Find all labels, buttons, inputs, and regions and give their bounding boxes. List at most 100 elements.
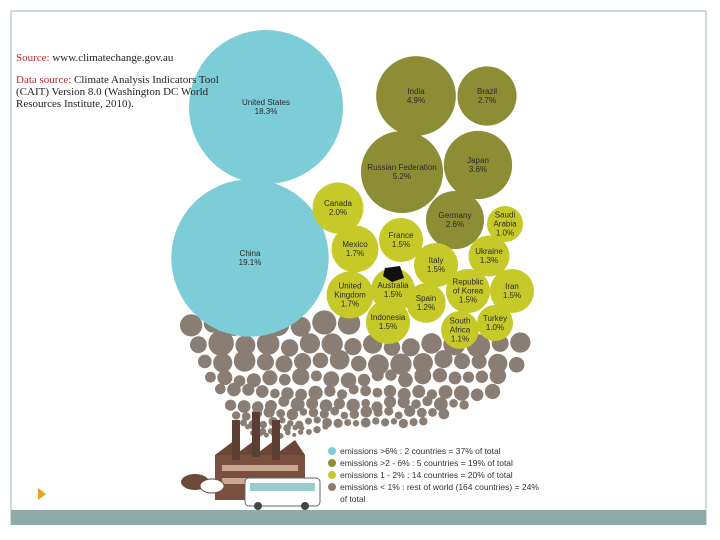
small-bubble xyxy=(306,397,319,410)
legend-entry: emissions >2 - 6% : 5 countries = 19% of… xyxy=(328,457,543,469)
bubble xyxy=(413,242,459,288)
small-bubble xyxy=(270,388,280,399)
small-bubble xyxy=(290,397,305,412)
bubble-label: Republic of Korea 1.5% xyxy=(448,278,488,305)
small-bubble xyxy=(319,409,329,419)
bubble-label: Brazil 2.7% xyxy=(462,87,512,105)
small-bubble xyxy=(205,371,216,383)
country-name: Spain xyxy=(415,294,437,303)
legend-swatch xyxy=(328,483,336,491)
small-bubble xyxy=(297,429,304,435)
small-bubble xyxy=(312,310,337,335)
bubble xyxy=(425,190,485,250)
small-bubble xyxy=(508,356,525,373)
small-bubble xyxy=(433,397,448,411)
small-bubble xyxy=(213,353,233,373)
small-bubble xyxy=(371,369,384,382)
bubble xyxy=(489,268,535,314)
small-bubble xyxy=(344,418,352,427)
value-label: 1.0% xyxy=(495,228,515,238)
small-bubble xyxy=(299,333,321,354)
small-bubble xyxy=(384,395,397,408)
bubble-label: Turkey 1.0% xyxy=(475,314,515,332)
value-label: 1.0% xyxy=(485,323,505,332)
bubble xyxy=(487,206,523,242)
legend: emissions >6% : 2 countries = 37% of tot… xyxy=(328,445,543,505)
country-name: United Kingdom xyxy=(334,281,366,300)
small-bubble xyxy=(412,385,426,399)
small-bubble xyxy=(349,409,360,420)
small-bubble xyxy=(308,407,319,418)
bubble-label: Russian Federation 5.2% xyxy=(367,163,437,181)
small-bubble xyxy=(385,369,397,381)
small-bubble xyxy=(215,383,226,395)
bubble-label: Ukraine 1.3% xyxy=(469,247,509,265)
country-name: Germany xyxy=(438,211,472,220)
source-text: www.climatechange.gov.au xyxy=(52,52,174,64)
small-bubble xyxy=(373,407,383,417)
small-bubble xyxy=(471,353,487,369)
small-bubble xyxy=(346,398,360,413)
legend-text: emissions >6% : 2 countries = 37% of tot… xyxy=(340,446,501,456)
small-bubble xyxy=(380,418,390,427)
small-bubble xyxy=(305,428,312,435)
bubbles xyxy=(171,29,535,439)
bubble-label: Germany 2.6% xyxy=(430,211,479,229)
small-bubble xyxy=(510,332,531,353)
small-bubble xyxy=(438,385,453,399)
small-bubble xyxy=(453,385,470,401)
small-bubble xyxy=(449,399,458,408)
legend-text: emissions < 1% : rest of world (164 coun… xyxy=(340,482,539,504)
country-name: South Africa xyxy=(449,316,471,335)
source: Source: www.climatechange.gov.au xyxy=(16,52,220,64)
small-bubble xyxy=(372,417,380,425)
bubble xyxy=(171,179,329,337)
small-bubble xyxy=(489,367,507,385)
country-name: Canada xyxy=(323,199,353,208)
small-bubble xyxy=(310,370,322,382)
factory xyxy=(181,266,404,510)
small-bubble xyxy=(411,399,421,409)
value-label: 2.6% xyxy=(445,220,465,229)
country-name: China xyxy=(239,249,261,258)
small-bubble xyxy=(319,399,333,412)
value-label: 2.0% xyxy=(328,208,348,217)
country-name: Republic of Korea xyxy=(452,277,484,296)
value-label: 1.5% xyxy=(502,291,522,300)
small-bubble xyxy=(333,418,343,428)
small-bubble xyxy=(259,420,267,429)
small-bubble xyxy=(280,339,299,357)
country-name: Australia xyxy=(377,281,409,290)
legend-entry: emissions >6% : 2 countries = 37% of tot… xyxy=(328,445,543,457)
bubble-label: Italy 1.5% xyxy=(416,256,456,274)
data-source: Data source: Climate Analysis Indicators… xyxy=(16,74,220,110)
bubble xyxy=(188,29,344,185)
small-bubble xyxy=(180,314,203,337)
small-bubble xyxy=(333,398,345,410)
legend-swatch xyxy=(328,447,336,455)
small-bubble xyxy=(340,372,357,388)
bubble-label: Saudi Arabia 1.0% xyxy=(485,211,525,238)
small-bubble xyxy=(292,367,310,386)
bubble xyxy=(312,182,364,234)
value-label: 1.5% xyxy=(426,265,446,274)
value-label: 1.7% xyxy=(345,249,365,258)
small-bubble xyxy=(292,432,297,438)
small-bubble xyxy=(263,406,275,418)
small-bubble xyxy=(294,353,312,371)
small-bubble xyxy=(286,408,299,421)
bubble xyxy=(457,66,517,126)
small-bubble xyxy=(384,406,394,416)
small-bubble xyxy=(323,371,340,388)
small-bubble xyxy=(357,373,371,387)
small-bubble xyxy=(361,398,371,408)
small-bubble xyxy=(278,396,290,407)
legend-text: emissions >2 - 6% : 5 countries = 19% of… xyxy=(340,458,513,468)
small-bubble xyxy=(398,418,409,429)
small-bubble xyxy=(434,350,453,369)
source-label: Source: xyxy=(16,52,50,64)
country-name: Russian Federation xyxy=(367,163,437,172)
small-bubble xyxy=(488,353,508,374)
small-bubble xyxy=(390,353,412,375)
value-label: 1.3% xyxy=(479,256,499,265)
